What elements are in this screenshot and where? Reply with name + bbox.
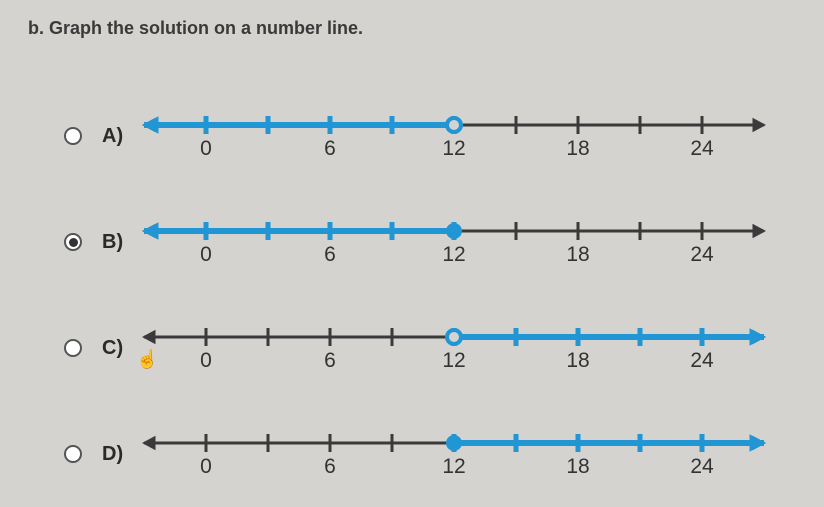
tick-label: 0: [200, 137, 212, 161]
tick-label: 18: [566, 349, 589, 373]
tick-label: 6: [324, 349, 336, 373]
choice-row-d: D) 0 6 12 18 24: [64, 429, 796, 479]
choices-container: A)06121824B)06121824C)☝06121824D)0612182…: [64, 111, 796, 479]
choice-row-a: A) 0 6 12 18 24: [64, 111, 796, 161]
radio-b[interactable]: [64, 233, 82, 251]
choice-label-b: B): [102, 231, 134, 254]
tick-label: 6: [324, 243, 336, 267]
tick-label: 0: [200, 455, 212, 479]
question-text: b. Graph the solution on a number line.: [28, 18, 796, 39]
tick-label: 18: [566, 243, 589, 267]
tick-label: 6: [324, 137, 336, 161]
radio-d[interactable]: [64, 445, 82, 463]
number-line-d[interactable]: 0 6 12 18 24: [134, 429, 774, 479]
tick-label: 24: [690, 349, 713, 373]
choice-label-d: D): [102, 443, 134, 466]
choice-label-a: A): [102, 125, 134, 148]
tick-label: 0: [200, 243, 212, 267]
tick-label: 24: [690, 137, 713, 161]
tick-label: 24: [690, 455, 713, 479]
tick-label: 12: [442, 137, 465, 161]
question-body: Graph the solution on a number line.: [49, 18, 363, 38]
radio-a[interactable]: [64, 127, 82, 145]
number-line-a[interactable]: 0 6 12 18 24: [134, 111, 774, 161]
tick-label: 0: [200, 349, 212, 373]
choice-row-b: B) 0 6 12 18 24: [64, 217, 796, 267]
choice-label-c: C): [102, 337, 134, 360]
tick-label: 12: [442, 243, 465, 267]
tick-label: 12: [442, 349, 465, 373]
number-line-b[interactable]: 0 6 12 18 24: [134, 217, 774, 267]
number-line-c[interactable]: 0 6 12 18 24: [134, 323, 774, 373]
tick-label: 18: [566, 137, 589, 161]
tick-label: 18: [566, 455, 589, 479]
radio-c[interactable]: [64, 339, 82, 357]
tick-label: 24: [690, 243, 713, 267]
tick-label: 6: [324, 455, 336, 479]
tick-label: 12: [442, 455, 465, 479]
question-prefix: b.: [28, 18, 49, 38]
choice-row-c: C)☝06121824: [64, 323, 796, 373]
radio-dot-icon: [69, 238, 78, 247]
